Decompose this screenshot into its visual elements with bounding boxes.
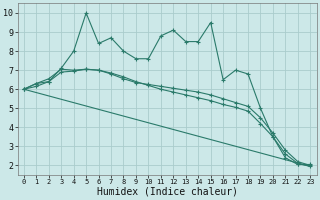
X-axis label: Humidex (Indice chaleur): Humidex (Indice chaleur) <box>97 187 237 197</box>
